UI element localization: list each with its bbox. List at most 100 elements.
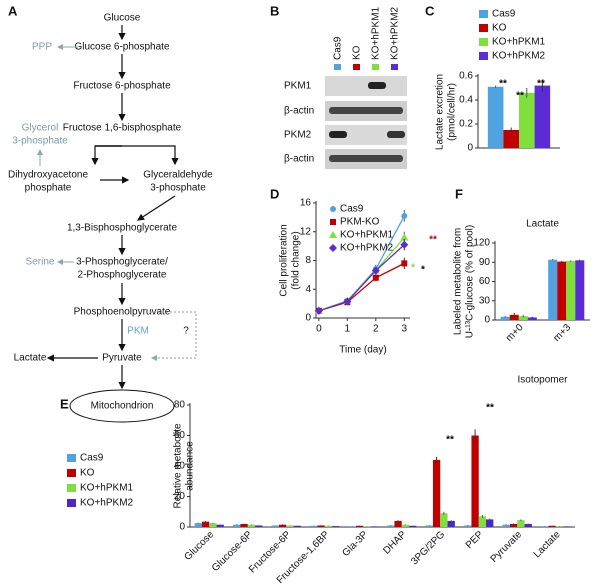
bar — [387, 525, 395, 527]
x-tick-label: m+3 — [552, 322, 574, 344]
annotation: ** — [486, 403, 494, 414]
lane-label: KO+hPKM2 — [390, 6, 401, 60]
y-tick-label: 0 — [179, 522, 185, 533]
x-tick-label: 3 — [402, 324, 408, 335]
bar — [509, 523, 518, 527]
legend-label: KO — [80, 468, 95, 479]
blot-strip — [325, 76, 407, 96]
node: PKM — [127, 326, 149, 337]
bar — [478, 516, 487, 527]
ellipse — [69, 389, 175, 423]
lane-swatch — [334, 64, 341, 70]
arrow — [136, 195, 176, 221]
y-tick-label: 30 — [479, 295, 491, 306]
y-tick-label: 8 — [305, 255, 311, 266]
legend-label: KO — [492, 23, 507, 34]
bar — [534, 85, 551, 148]
bar — [519, 92, 535, 148]
point — [400, 240, 409, 249]
x-tick-label: DHAP — [381, 529, 409, 557]
bar — [286, 525, 294, 527]
annotation: ** — [499, 79, 507, 90]
point — [401, 260, 408, 267]
bar — [409, 525, 417, 527]
node: 3-phosphate — [150, 183, 206, 194]
blot-strip — [325, 125, 407, 145]
node: PPP — [32, 42, 52, 53]
bar — [355, 525, 364, 527]
point — [371, 266, 380, 275]
line — [318, 244, 405, 312]
point — [372, 274, 379, 281]
annotation: * — [411, 263, 415, 274]
point — [343, 297, 352, 306]
node: Pyruvate — [102, 353, 142, 364]
bar — [394, 520, 402, 527]
x-tick-label: 0 — [316, 324, 322, 335]
legend-swatch — [479, 10, 488, 18]
band — [329, 155, 403, 162]
bar — [548, 259, 558, 320]
legend-label: KO+hPKM2 — [492, 51, 546, 62]
pathway: A Glucose PPP Glucose 6-phosphate Fructo… — [8, 3, 213, 423]
band — [368, 82, 386, 89]
x-tick-label: 2 — [373, 324, 379, 335]
node: 2-Phosphoglycerate — [78, 270, 167, 281]
bar — [563, 526, 571, 527]
annotation: ** — [516, 91, 524, 102]
bar — [503, 130, 519, 148]
node: 3-phosphate — [12, 136, 68, 147]
panel-label: D — [270, 186, 279, 201]
y-tick-label: 120 — [473, 238, 490, 249]
y-tick-label: 4 — [305, 284, 311, 295]
point — [401, 212, 408, 219]
bar — [233, 524, 241, 527]
legend-swatch — [479, 24, 488, 32]
row-label: PKM2 — [284, 130, 312, 141]
point — [330, 206, 336, 212]
y-axis-label: abundance — [185, 441, 196, 491]
y-axis-label: Lactate excretion — [435, 74, 446, 150]
bar — [500, 316, 510, 320]
point — [400, 233, 409, 241]
bar — [293, 525, 301, 527]
y-axis-label: (fold change) — [291, 231, 302, 289]
bar — [527, 317, 537, 320]
row-label: β-actin — [284, 154, 314, 165]
bar — [240, 523, 248, 527]
lane-label: Cas9 — [333, 36, 344, 60]
bar — [541, 526, 549, 527]
y-tick-label: 0.2 — [459, 119, 473, 130]
node: Fructose 1,6-bisphosphate — [63, 123, 182, 134]
node: Phosphoenolpyruvate — [74, 307, 171, 318]
bar — [502, 524, 510, 527]
y-axis-label: Relative metabolite — [173, 423, 184, 508]
y-tick-label: 20 — [174, 491, 186, 502]
y-tick-label: 90 — [479, 257, 491, 268]
bar — [432, 459, 441, 527]
node: Glycerol — [22, 123, 59, 134]
node: phosphate — [25, 183, 72, 194]
panel-label: F — [455, 186, 463, 201]
arrow — [91, 145, 122, 166]
bar — [216, 524, 224, 527]
chart-title: Lactate — [526, 219, 559, 230]
node: 3-Phosphoglycerate/ — [76, 257, 168, 268]
y-tick-label: 60 — [174, 430, 186, 441]
bar — [363, 526, 371, 527]
bar — [324, 525, 333, 527]
legend-swatch — [67, 469, 76, 477]
y-axis-label: U-¹³C-glucose (% of pool) — [465, 225, 476, 338]
y-axis-label: (pmol/cell/hr) — [447, 83, 458, 141]
node: Lactate — [14, 353, 47, 364]
y-tick-label: 80 — [174, 400, 186, 411]
y-tick-label: 60 — [479, 276, 491, 287]
y-tick-label: 0.6 — [459, 71, 473, 82]
x-tick-label: PEP — [464, 529, 486, 551]
bar — [194, 523, 202, 527]
bar — [348, 526, 356, 527]
y-tick-label: 16 — [300, 198, 312, 209]
annotation: ** — [429, 235, 437, 246]
legend-swatch — [67, 484, 76, 492]
node: Glucose 6-phosphate — [74, 42, 170, 53]
